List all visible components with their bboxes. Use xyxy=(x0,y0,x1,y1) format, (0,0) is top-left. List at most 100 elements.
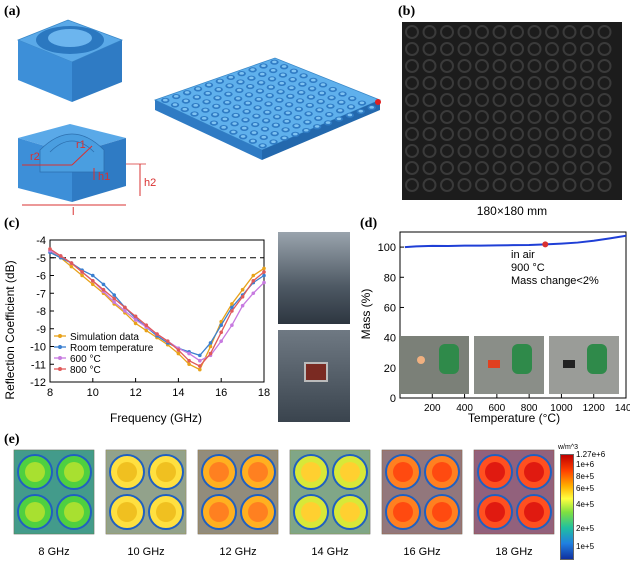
photo-unit xyxy=(492,127,507,141)
photo-unit xyxy=(405,127,419,141)
photo-unit xyxy=(405,144,419,158)
array-unit-core xyxy=(336,117,342,121)
array-unit-core xyxy=(272,132,277,135)
dim-r1: r1 xyxy=(76,139,86,151)
photo-unit xyxy=(405,59,419,73)
chart-c-point xyxy=(230,309,234,313)
chart-c-point xyxy=(91,279,95,283)
chart-d-ytick-label: 20 xyxy=(384,363,396,375)
photo-unit xyxy=(422,178,437,192)
chart-d-ytick-label: 40 xyxy=(384,333,396,345)
photo-unit xyxy=(492,161,507,175)
frequency-label: 14 GHz xyxy=(311,546,349,558)
array-unit-core xyxy=(306,112,311,115)
photo-unit xyxy=(580,93,594,107)
photo-unit xyxy=(422,59,437,73)
array-unit-core xyxy=(298,90,304,94)
chart-c-point xyxy=(187,358,191,363)
chart-c-point xyxy=(198,364,202,368)
array-unit-core xyxy=(269,77,275,80)
photo-unit xyxy=(597,178,612,192)
array-unit-core xyxy=(300,82,305,86)
chart-c-point xyxy=(262,273,266,278)
photo-unit xyxy=(510,42,524,56)
resonator-core xyxy=(64,502,84,522)
chart-d-xtick-label: 1400 xyxy=(615,403,630,414)
resonator-core xyxy=(301,462,321,482)
legend-marker xyxy=(58,356,62,360)
chart-d-xtick-label: 800 xyxy=(521,403,538,414)
chart-c-xtick-label: 10 xyxy=(87,387,99,399)
power-loss-maps xyxy=(13,449,555,535)
array-unit-core xyxy=(252,122,258,126)
photo-unit xyxy=(545,59,559,73)
photo-unit xyxy=(545,93,559,107)
array-unit-core xyxy=(316,116,321,120)
chart-c-point xyxy=(251,273,256,278)
array-unit-core xyxy=(251,131,257,134)
chart-c-point xyxy=(101,282,106,287)
chart-d-xtick-label: 1000 xyxy=(550,403,573,414)
resonator-core xyxy=(340,502,360,522)
photo-unit xyxy=(457,127,472,141)
dim-l: l xyxy=(72,206,74,215)
chart-c-point xyxy=(155,332,159,336)
panel-label-d: (d) xyxy=(360,216,378,231)
array-unit-core xyxy=(307,103,313,107)
annotation-line-2: 900 °C xyxy=(511,262,545,274)
chart-c-point xyxy=(176,348,181,352)
chart-c-point xyxy=(219,339,223,343)
photo-unit xyxy=(562,178,577,192)
photo-unit xyxy=(440,93,454,107)
chart-c-point xyxy=(230,302,234,306)
colorbar-tick: 2e+5 xyxy=(576,524,595,533)
array-unit-core xyxy=(330,87,336,91)
array-unit-core xyxy=(349,96,355,100)
photo-unit xyxy=(562,127,577,141)
array-unit-core xyxy=(326,112,332,116)
array-unit-core xyxy=(173,94,179,98)
photo-unit xyxy=(527,178,542,192)
legend-label: Simulation data xyxy=(70,332,139,343)
array-unit-core xyxy=(255,106,260,109)
array-unit-core xyxy=(247,84,253,88)
array-unit-core xyxy=(290,78,295,81)
chart-c-point xyxy=(251,279,256,283)
photo-unit xyxy=(597,144,612,158)
array-unit-core xyxy=(221,126,226,129)
photo-unit xyxy=(597,42,612,56)
photo-unit xyxy=(440,42,454,56)
photo-unit xyxy=(440,110,454,124)
photo-unit xyxy=(405,42,419,56)
array-unit-core xyxy=(261,135,267,139)
fabricated-sample-photo xyxy=(402,22,622,200)
frequency-label: 12 GHz xyxy=(219,546,257,558)
array-unit-core xyxy=(282,136,287,140)
photo-unit xyxy=(527,144,542,158)
chart-c-ytick-label: -8 xyxy=(36,306,46,318)
photo-unit xyxy=(405,76,419,90)
photo-unit xyxy=(457,42,472,56)
photo-unit xyxy=(580,161,594,175)
photo-unit xyxy=(545,161,559,175)
photo-unit xyxy=(545,127,559,141)
array-unit-core xyxy=(243,118,248,121)
photo-unit xyxy=(562,76,577,90)
photo-unit xyxy=(527,127,542,141)
photo-unit xyxy=(405,178,419,192)
photo-unit xyxy=(475,93,489,107)
photo-unit xyxy=(422,127,437,141)
chart-c-xtick-label: 16 xyxy=(215,387,227,399)
resonator-core xyxy=(25,502,45,522)
photo-unit xyxy=(545,144,559,158)
photo-unit xyxy=(440,161,454,175)
chart-d-ytick-label: 100 xyxy=(378,242,396,254)
resonator-core xyxy=(209,462,229,482)
array-unit-core xyxy=(278,90,283,93)
chart-c-ytick-label: -10 xyxy=(30,342,46,354)
measurement-setup-photo xyxy=(278,330,350,422)
photo-unit xyxy=(545,110,559,124)
chart-c-point xyxy=(198,367,202,372)
photo-unit xyxy=(510,127,524,141)
array-unit-core xyxy=(201,116,207,120)
